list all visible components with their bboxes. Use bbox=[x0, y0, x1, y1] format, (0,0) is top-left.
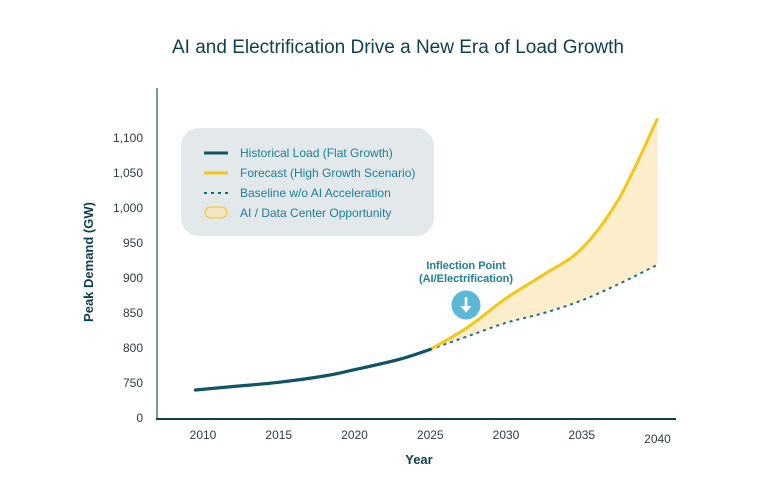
x-tick-label: 2025 bbox=[417, 428, 444, 442]
x-tick-label: 2020 bbox=[341, 428, 368, 442]
legend-label-opportunity: AI / Data Center Opportunity bbox=[240, 206, 391, 220]
legend-label-historical: Historical Load (Flat Growth) bbox=[240, 146, 393, 160]
annotation-line-1: Inflection Point bbox=[426, 260, 506, 272]
forecast-line bbox=[429, 117, 659, 351]
y-tick-label: 1,050 bbox=[113, 166, 143, 180]
y-tick-label: 800 bbox=[123, 341, 143, 355]
x-tick-label: 2035 bbox=[568, 428, 595, 442]
y-tick-label: 1,000 bbox=[113, 201, 143, 215]
legend-label-forecast: Forecast (High Growth Scenario) bbox=[240, 166, 415, 180]
legend-swatch-opportunity bbox=[204, 206, 228, 219]
chart-title: AI and Electrification Drive a New Era o… bbox=[172, 37, 624, 58]
y-tick-label: 1,100 bbox=[113, 131, 143, 145]
y-tick-label: 950 bbox=[123, 236, 143, 250]
y-axis-label: Peak Demand (GW) bbox=[81, 202, 96, 322]
x-tick-label: 2030 bbox=[493, 428, 520, 442]
x-tick-label: 2010 bbox=[190, 428, 217, 442]
legend: Historical Load (Flat Growth) Forecast (… bbox=[181, 128, 434, 236]
x-tick-label: 2040 bbox=[644, 432, 671, 446]
historical-line bbox=[193, 347, 432, 392]
y-tick-label: 0 bbox=[136, 411, 143, 425]
inflection-annotation: Inflection Point (AI/Electrification) bbox=[419, 260, 513, 320]
baseline-line bbox=[429, 263, 658, 351]
y-tick-label: 850 bbox=[123, 306, 143, 320]
x-axis-label: Year bbox=[405, 452, 432, 467]
x-tick-label: 2015 bbox=[265, 428, 292, 442]
arrow-down-circle-icon bbox=[451, 290, 481, 320]
opportunity-area bbox=[430, 118, 658, 350]
annotation-line-2: (AI/Electrification) bbox=[419, 273, 513, 285]
legend-label-baseline: Baseline w/o AI Acceleration bbox=[240, 186, 391, 200]
y-tick-label: 900 bbox=[123, 271, 143, 285]
legend-box bbox=[181, 128, 434, 236]
y-tick-label: 750 bbox=[123, 376, 143, 390]
